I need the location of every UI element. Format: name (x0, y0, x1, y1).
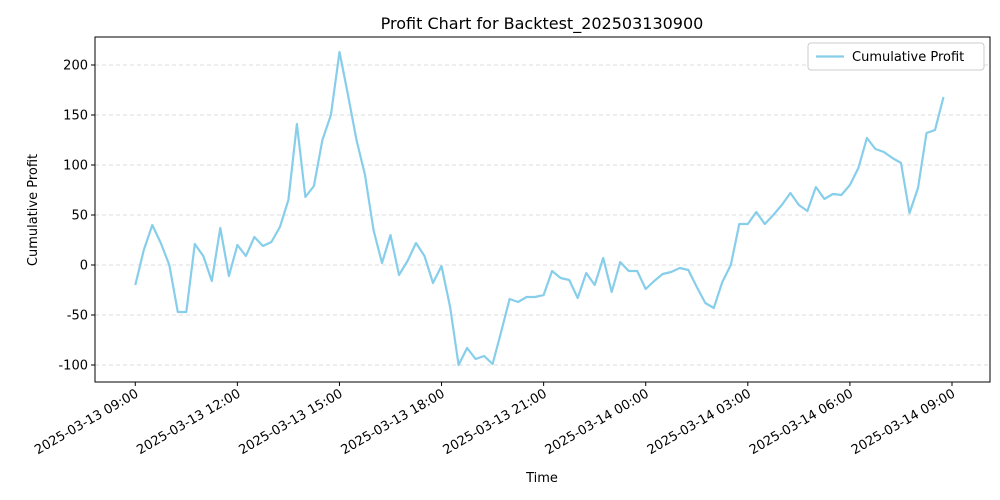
x-tick-label: 2025-03-13 12:00 (134, 386, 243, 458)
legend-label: Cumulative Profit (852, 50, 964, 65)
x-tick-label: 2025-03-14 09:00 (849, 386, 958, 458)
x-tick-label: 2025-03-13 18:00 (339, 386, 448, 458)
x-axis-label: Time (525, 471, 558, 486)
x-tick-label: 2025-03-14 00:00 (543, 386, 652, 458)
legend: Cumulative Profit (807, 42, 985, 71)
y-tick-label: 150 (63, 109, 88, 124)
y-tick-label: -100 (58, 359, 88, 374)
y-tick-label: 0 (80, 259, 88, 274)
x-tick-label: 2025-03-14 06:00 (747, 386, 856, 458)
y-tick-label: 200 (63, 59, 88, 74)
legend-box (807, 42, 985, 71)
y-tick-label: -50 (67, 309, 88, 324)
plot-frame (94, 36, 991, 383)
y-tick-label: 100 (63, 159, 88, 174)
y-tick-label: 50 (71, 209, 88, 224)
line-series (134, 50, 945, 367)
chart-title: Profit Chart for Backtest_202503130900 (381, 14, 704, 34)
y-axis-label: Cumulative Profit (26, 154, 41, 266)
x-tick-label: 2025-03-13 09:00 (32, 386, 141, 458)
x-tick-label: 2025-03-13 21:00 (441, 386, 550, 458)
x-tick-label: 2025-03-13 15:00 (236, 386, 345, 458)
x-tick-label: 2025-03-14 03:00 (645, 386, 754, 458)
